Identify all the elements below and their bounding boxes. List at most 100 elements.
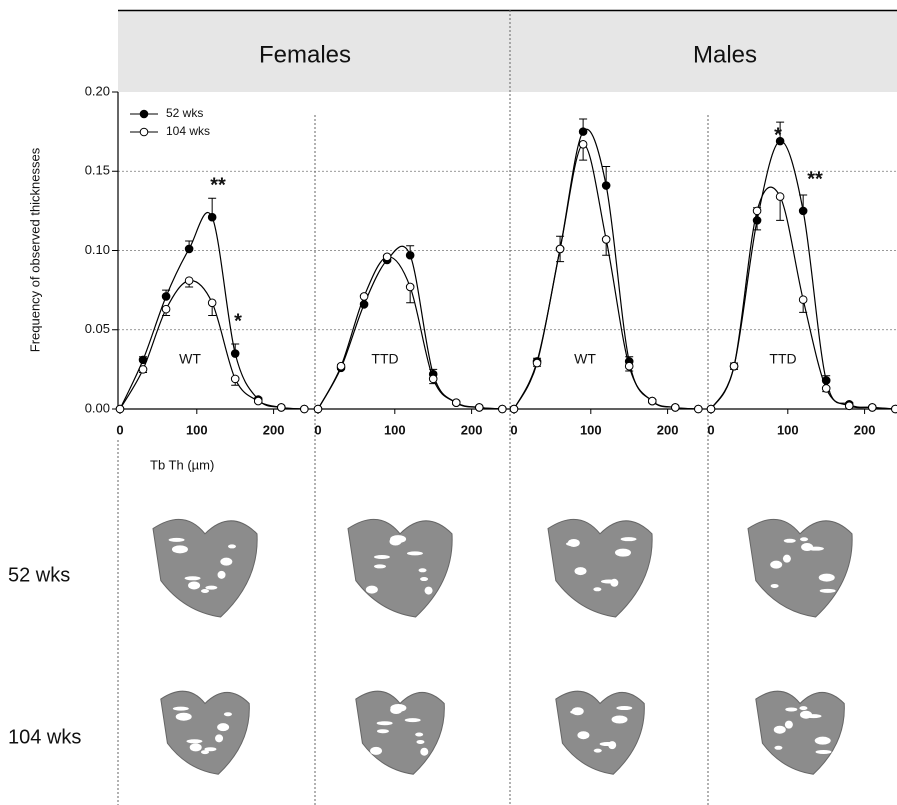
series-line [710,186,896,410]
scan-pore [577,731,590,740]
bone-scan [347,518,453,618]
scan-pore [416,739,425,744]
data-point [578,140,588,149]
data-point [405,250,415,260]
data-point [230,374,240,384]
data-point [821,384,831,393]
data-point [647,396,657,406]
microct-images [152,518,853,775]
bone-scan [160,690,250,775]
data-point [313,404,323,414]
group-title: Males [693,41,757,68]
data-point [532,358,542,368]
scan-pore [220,557,233,566]
y-tick-label: 0.20 [85,83,110,98]
x-tick-label: 0 [314,422,321,437]
y-tick-label: 0.10 [85,242,110,257]
scan-pore [420,747,429,756]
group-title: Females [259,41,351,68]
data-point [729,361,739,371]
scan-pore [184,576,201,581]
scan-pore [616,706,633,711]
series-line [317,256,503,410]
y-axis-label: Frequency of observed thicknesses [27,147,42,352]
data-point [138,365,148,374]
significance-marker: ** [210,174,226,196]
scan-pore [168,537,185,542]
scan-pore [574,567,587,576]
data-point [161,292,171,301]
data-point [474,403,484,412]
data-point [498,404,507,414]
scan-pore [774,745,783,750]
scan-pore [570,710,583,715]
data-point [867,403,877,412]
bone-scan [355,690,445,775]
significance-marker: ** [807,168,823,190]
scan-pore [819,588,836,593]
data-point [775,192,785,201]
data-point [451,398,461,407]
scan-pore [217,570,226,579]
x-tick-label: 200 [461,422,483,437]
data-point [706,404,716,414]
scan-pore [593,748,602,753]
data-point [253,396,263,406]
data-point [509,404,519,414]
data-point [382,252,392,262]
data-point [276,403,286,412]
data-point [138,355,148,365]
data-point [798,206,808,216]
scan-pore [418,568,427,573]
scan-pore [784,720,793,729]
data-point [300,404,309,414]
scan-pore [611,715,628,724]
scan-pore [227,544,236,549]
bone-scan [747,518,853,618]
scan-pore [201,589,209,593]
scan-pore [800,537,809,542]
x-tick-label: 0 [510,422,517,437]
x-tick-label: 0 [116,422,123,437]
scan-pore [773,725,786,734]
row-label: 52 wks [8,564,70,586]
bone-scan [755,690,845,775]
scan-pore [186,739,203,744]
scan-pore [608,741,617,750]
data-point [844,401,854,411]
series-line [317,245,503,410]
data-point [578,127,588,136]
data-point [601,181,611,190]
scan-pore [404,718,421,723]
panel-label: TTD [769,351,796,367]
data-point [161,304,171,314]
scan-pore [390,703,407,712]
x-tick-label: 200 [263,422,285,437]
scan-pore [814,736,831,745]
scan-pore [370,746,383,755]
scan-pore [807,546,824,551]
scan-pore [171,545,188,554]
data-point [359,292,369,301]
scan-pore [782,554,791,563]
bone-scan [152,518,258,618]
panel-label: TTD [371,351,398,367]
x-tick-label: 0 [707,422,714,437]
scan-pore [770,583,779,588]
data-point [428,374,438,384]
x-tick-label: 200 [854,422,876,437]
bone-scan [547,518,653,618]
scan-pore [205,585,218,590]
y-tick-label: 0.00 [85,400,110,415]
legend-marker [139,127,149,137]
data-point [115,404,125,414]
scan-pore [614,548,631,557]
scan-pore [223,712,232,717]
bone-scan [555,690,645,775]
scan-pore [610,578,619,587]
series-line [513,143,699,410]
scan-pore [565,541,578,546]
y-tick-label: 0.15 [85,163,110,178]
